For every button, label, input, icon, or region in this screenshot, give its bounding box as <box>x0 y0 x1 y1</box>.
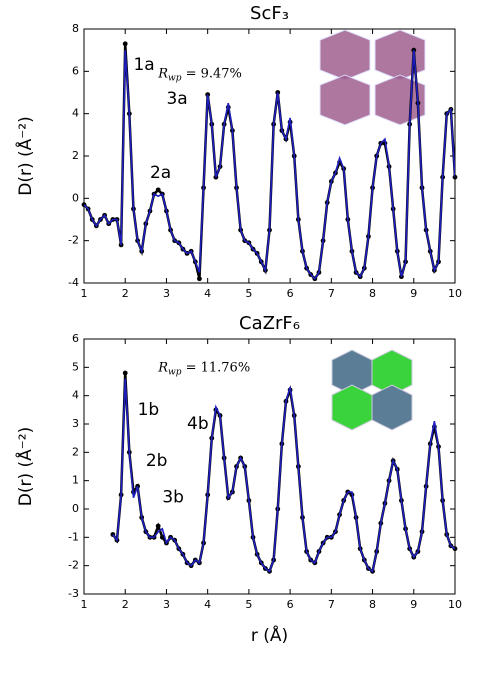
rwp-value: = 11.76% <box>181 360 250 375</box>
annotation: 2a <box>150 163 171 183</box>
x-tick-label: 2 <box>122 287 129 300</box>
x-tick-label: 8 <box>369 598 376 611</box>
annotation: 1a <box>133 55 154 75</box>
x-tick-label: 1 <box>81 287 88 300</box>
plot-frame <box>83 338 456 595</box>
y-tick-label: 4 <box>72 107 79 120</box>
y-tick-label: -4 <box>68 276 79 289</box>
rwp-subscript: wp <box>168 73 182 83</box>
y-axis-label: D(r) (Å⁻²) <box>14 116 36 195</box>
fit-quality: Rwp = 11.76% <box>157 360 250 377</box>
observed-point <box>155 187 161 193</box>
x-tick-label: 4 <box>204 287 211 300</box>
rwp-symbol: R <box>157 360 168 375</box>
y-tick-label: 1 <box>72 474 79 487</box>
y-tick-label: 2 <box>72 445 79 458</box>
y-tick-label: 6 <box>72 332 79 345</box>
annotation: 3b <box>162 488 184 508</box>
y-tick-label: -1 <box>68 530 79 543</box>
x-axis-label: r (Å) <box>251 624 288 646</box>
y-tick-label: 2 <box>72 149 79 162</box>
x-tick-label: 10 <box>448 287 462 300</box>
x-tick-label: 7 <box>328 287 335 300</box>
x-tick-label: 5 <box>245 598 252 611</box>
rwp-subscript: wp <box>168 367 182 377</box>
x-tick-label: 10 <box>448 598 462 611</box>
observed-point <box>452 174 458 180</box>
y-axis-label: D(r) (Å⁻²) <box>14 427 36 506</box>
x-tick-label: 6 <box>287 287 294 300</box>
x-tick-label: 9 <box>410 287 417 300</box>
panel-title: CaZrF₆ <box>239 313 300 334</box>
annotation: 4b <box>187 414 209 434</box>
observed-point <box>122 41 128 47</box>
y-tick-label: -3 <box>68 587 79 600</box>
y-tick-label: 5 <box>72 360 79 373</box>
y-tick-label: -2 <box>68 559 79 572</box>
observed-point <box>159 534 165 540</box>
y-tick-label: 0 <box>72 502 79 515</box>
y-tick-label: 6 <box>72 64 79 77</box>
y-tick-label: 3 <box>72 417 79 430</box>
fit-quality: Rwp = 9.47% <box>157 66 242 83</box>
x-tick-label: 9 <box>410 598 417 611</box>
fit-line <box>112 378 455 573</box>
annotation: 1b <box>138 400 160 420</box>
y-tick-label: 0 <box>72 191 79 204</box>
rwp-value: = 9.47% <box>181 66 241 81</box>
x-tick-label: 3 <box>163 287 170 300</box>
x-tick-label: 3 <box>163 598 170 611</box>
x-tick-label: 6 <box>287 598 294 611</box>
x-tick-label: 4 <box>204 598 211 611</box>
x-tick-label: 2 <box>122 598 129 611</box>
y-tick-label: 4 <box>72 389 79 402</box>
rwp-symbol: R <box>157 66 168 81</box>
x-tick-label: 7 <box>328 598 335 611</box>
panel-title: ScF₃ <box>250 3 289 24</box>
x-tick-label: 5 <box>245 287 252 300</box>
x-tick-label: 1 <box>81 598 88 611</box>
observed-point <box>197 276 202 282</box>
observed-point <box>122 370 128 376</box>
x-tick-label: 8 <box>369 287 376 300</box>
annotation: 2b <box>146 451 168 471</box>
observed-point <box>155 523 161 529</box>
fit-line <box>84 50 455 281</box>
y-tick-label: 8 <box>72 22 79 35</box>
annotation: 3a <box>166 89 187 109</box>
inset-cazrf6 <box>331 349 413 431</box>
y-tick-label: -2 <box>68 234 79 247</box>
